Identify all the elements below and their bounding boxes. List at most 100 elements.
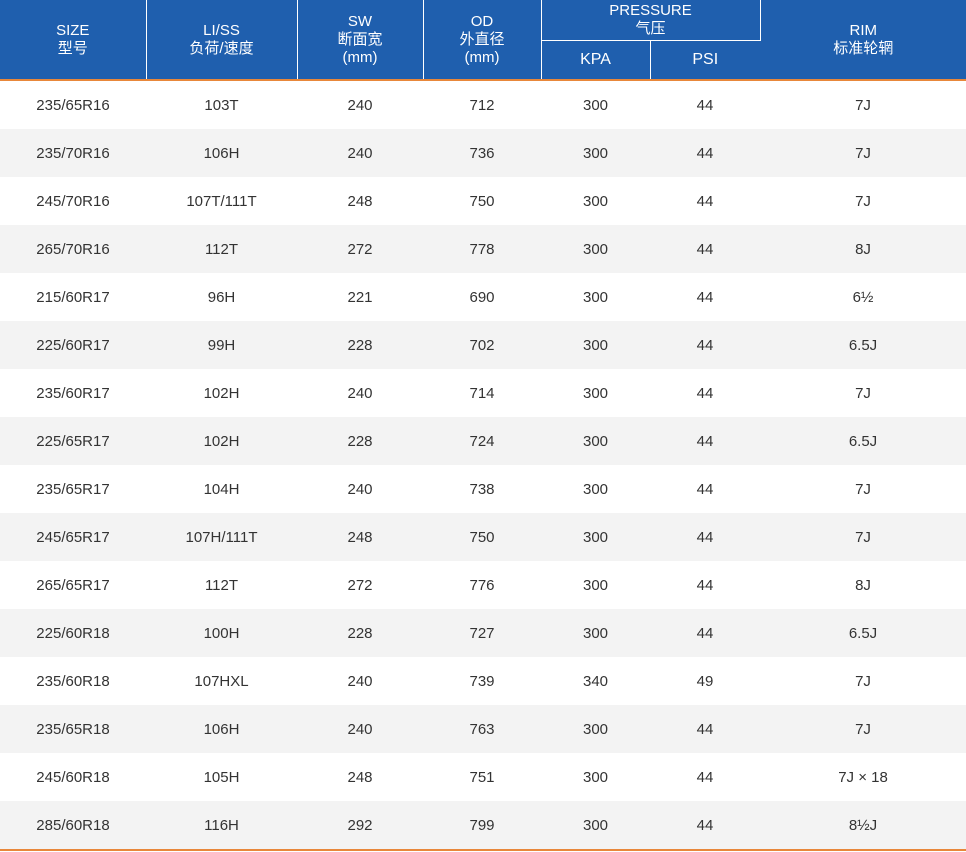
cell-kpa: 300 — [541, 129, 650, 177]
cell-sw: 248 — [347, 768, 373, 786]
table-row: 225/65R17 102H 228 724 300 44 6.5J — [0, 417, 966, 465]
cell-rim: 7J — [855, 480, 871, 498]
header-pressure-zh: 气压 — [635, 20, 666, 37]
cell-psi: 44 — [696, 384, 714, 402]
cell-size: 265/70R16 — [0, 225, 146, 273]
cell-rim: 7J — [855, 384, 871, 402]
cell-size: 225/60R17 — [0, 321, 146, 369]
cell-size: 235/65R16 — [36, 96, 110, 114]
cell-li-ss: 107T/111T — [186, 192, 257, 210]
cell-rim: 8J — [760, 225, 966, 273]
cell-psi: 44 — [650, 129, 760, 177]
cell-li-ss: 104H — [203, 480, 240, 498]
cell-size: 235/65R18 — [0, 705, 146, 753]
cell-od: 736 — [423, 129, 541, 177]
cell-psi: 49 — [696, 672, 714, 690]
cell-rim: 7J — [855, 672, 871, 690]
header-pressure-en: PRESSURE — [609, 2, 692, 19]
header-sw: SW 断面宽 (mm) — [297, 0, 424, 81]
cell-li-ss: 112T — [204, 576, 239, 594]
cell-sw: 248 — [297, 513, 423, 561]
cell-size: 215/60R17 — [36, 288, 110, 306]
cell-psi: 44 — [696, 768, 714, 786]
cell-psi: 44 — [696, 192, 714, 210]
table-row: 235/65R18 106H 240 763 300 44 7J — [0, 705, 966, 753]
cell-sw: 228 — [297, 321, 423, 369]
header-sw-en: SW — [347, 12, 373, 30]
header-sw-zh: 断面宽 — [337, 30, 383, 48]
table-row: 235/65R17 104H 240 738 300 44 7J — [0, 465, 966, 513]
cell-od: 778 — [423, 225, 541, 273]
cell-sw: 240 — [347, 384, 373, 402]
cell-rim: 7J — [760, 513, 966, 561]
header-od-en: OD — [470, 12, 494, 30]
header-row: SIZE 型号 LI/SS 负荷/速度 SW 断面宽 (mm) OD 外直径 (… — [0, 0, 966, 81]
cell-psi: 44 — [696, 288, 714, 306]
cell-od: 776 — [469, 576, 495, 594]
cell-rim: 7J — [760, 705, 966, 753]
cell-sw: 240 — [347, 672, 373, 690]
cell-size: 245/65R17 — [0, 513, 146, 561]
cell-li-ss: 102H — [203, 384, 240, 402]
cell-sw: 228 — [297, 417, 423, 465]
cell-kpa: 300 — [582, 768, 609, 786]
cell-od: 702 — [423, 321, 541, 369]
cell-li-ss: 106H — [146, 705, 297, 753]
header-size-zh: 型号 — [57, 39, 88, 57]
cell-sw: 272 — [347, 576, 373, 594]
cell-od: 763 — [423, 705, 541, 753]
cell-od: 751 — [469, 768, 495, 786]
cell-size: 265/65R17 — [36, 576, 110, 594]
cell-sw: 240 — [297, 129, 423, 177]
header-sw-unit: (mm) — [342, 48, 378, 66]
table-row: 235/70R16 106H 240 736 300 44 7J — [0, 129, 966, 177]
header-li-ss: LI/SS 负荷/速度 — [146, 0, 298, 81]
cell-psi: 44 — [650, 801, 760, 850]
cell-rim: 6.5J — [760, 321, 966, 369]
cell-psi: 44 — [650, 321, 760, 369]
cell-rim: 8½J — [760, 801, 966, 850]
cell-li-ss: 103T — [204, 96, 239, 114]
cell-kpa: 300 — [541, 513, 650, 561]
table-header: SIZE 型号 LI/SS 负荷/速度 SW 断面宽 (mm) OD 外直径 (… — [0, 0, 966, 81]
cell-li-ss: 105H — [203, 768, 240, 786]
table-row: 235/65R16 103T 240 712 300 44 7J — [0, 80, 966, 129]
cell-sw: 240 — [347, 480, 373, 498]
table-row: 235/60R18 107HXL 240 739 340 49 7J — [0, 657, 966, 705]
table-row: 215/60R17 96H 221 690 300 44 6½ — [0, 273, 966, 321]
cell-sw: 240 — [297, 705, 423, 753]
cell-kpa: 300 — [582, 480, 609, 498]
table-row: 225/60R18 100H 228 727 300 44 6.5J — [0, 609, 966, 657]
cell-od: 712 — [469, 96, 495, 114]
cell-od: 690 — [469, 288, 495, 306]
cell-rim: 7J — [760, 129, 966, 177]
cell-li-ss: 99H — [146, 321, 297, 369]
table-row: 265/65R17 112T 272 776 300 44 8J — [0, 561, 966, 609]
cell-od: 738 — [469, 480, 495, 498]
cell-od: 714 — [469, 384, 495, 402]
cell-psi: 44 — [650, 225, 760, 273]
cell-rim: 7J — [855, 96, 871, 114]
cell-psi: 44 — [650, 705, 760, 753]
cell-kpa: 300 — [582, 96, 609, 114]
cell-sw: 228 — [297, 609, 423, 657]
cell-psi: 44 — [696, 96, 714, 114]
header-size: SIZE 型号 — [0, 0, 147, 81]
cell-rim: 6½ — [852, 288, 874, 306]
cell-psi: 44 — [650, 609, 760, 657]
table-row: 235/60R17 102H 240 714 300 44 7J — [0, 369, 966, 417]
header-kpa: KPA — [541, 40, 651, 81]
cell-od: 750 — [423, 513, 541, 561]
cell-size: 245/70R16 — [36, 192, 110, 210]
table-row: 245/60R18 105H 248 751 300 44 7J × 18 — [0, 753, 966, 801]
cell-rim: 6.5J — [760, 609, 966, 657]
cell-li-ss: 100H — [146, 609, 297, 657]
cell-li-ss: 106H — [146, 129, 297, 177]
table-body: 235/65R16 103T 240 712 300 44 7J 235/70R16 106H 2… — [0, 80, 966, 850]
header-rim-en: RIM — [849, 21, 878, 39]
cell-kpa: 300 — [541, 609, 650, 657]
cell-kpa: 300 — [582, 576, 609, 594]
table-row: 265/70R16 112T 272 778 300 44 8J — [0, 225, 966, 273]
cell-size: 225/65R17 — [0, 417, 146, 465]
